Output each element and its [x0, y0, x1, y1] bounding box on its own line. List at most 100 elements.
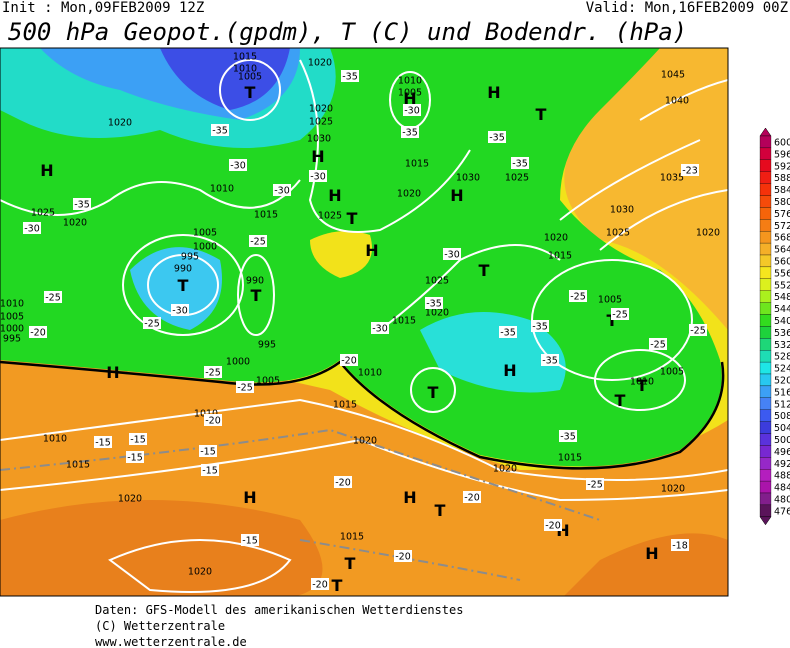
pressure-center: T — [615, 391, 626, 410]
isobar-label: 1015 — [340, 532, 364, 543]
isobar-label: 1030 — [456, 173, 480, 184]
isobar-label: 995 — [3, 334, 21, 345]
isobar-label: 990 — [174, 264, 192, 275]
label-box — [401, 126, 419, 138]
temperature-label: -25 — [612, 310, 628, 321]
colorbar-swatch — [759, 183, 772, 196]
label-box — [569, 290, 587, 302]
colorbar-swatch — [759, 290, 772, 303]
temperature-label: -20 — [395, 552, 411, 563]
colorbar-label: 484 — [774, 483, 790, 494]
pressure-center: H — [403, 89, 416, 108]
isobar-label: 995 — [181, 252, 199, 263]
isobar-label: 1005 — [256, 376, 280, 387]
isobar-label: 990 — [246, 276, 264, 287]
label-box — [273, 184, 291, 196]
isobar-label: 1010 — [233, 64, 257, 75]
temperature-label: -30 — [274, 186, 290, 197]
label-box — [394, 550, 412, 562]
colorbar-label: 564 — [774, 245, 790, 256]
colorbar-swatch — [759, 242, 772, 256]
label-box — [249, 235, 267, 247]
isobar-label: 1015 — [233, 52, 257, 63]
label-box — [544, 519, 562, 531]
isobar-label: 1020 — [118, 494, 142, 505]
temperature-label: -35 — [560, 432, 576, 443]
colorbar-label: 500 — [774, 435, 790, 446]
isobar-label: 1020 — [309, 104, 333, 115]
colorbar-label: 572 — [774, 221, 790, 232]
colorbar-swatch — [759, 409, 772, 422]
isobar-label: 1020 — [108, 118, 132, 129]
label-box — [586, 478, 604, 490]
footer-line: www.wetterzentrale.de — [95, 635, 247, 648]
colorbar-label: 528 — [774, 352, 790, 363]
colorbar-swatch — [759, 397, 772, 410]
temperature-label: -25 — [45, 293, 61, 304]
label-box — [126, 451, 144, 463]
colorbar: 6005965925885845805765725685645605565525… — [759, 127, 790, 526]
colorbar-label: 568 — [774, 233, 790, 244]
label-box — [211, 124, 229, 136]
colorbar-label: 600 — [774, 137, 790, 148]
isobar-label: 1020 — [63, 218, 87, 229]
pressure-center: T — [178, 276, 189, 295]
colorbar-swatch — [759, 433, 772, 446]
pressure-center: T — [479, 261, 490, 280]
isobar-label: 1005 — [660, 367, 684, 378]
temperature-label: -25 — [650, 340, 666, 351]
label-box — [199, 445, 217, 457]
isobar-label: 1020 — [425, 308, 449, 319]
temperature-label: -35 — [426, 299, 442, 310]
isobar-label: 1005 — [398, 88, 422, 99]
isobar-label: 1025 — [318, 211, 342, 222]
temperature-label: -30 — [172, 306, 188, 317]
temperature-label: -20 — [205, 416, 221, 427]
colorbar-label: 480 — [774, 494, 790, 505]
colorbar-swatch — [759, 492, 772, 506]
pressure-center: H — [40, 161, 53, 180]
label-box — [44, 291, 62, 303]
pressure-center: H — [106, 363, 119, 382]
colorbar-label: 536 — [774, 328, 790, 339]
pressure-center: H — [243, 488, 256, 507]
colorbar-swatch — [759, 171, 772, 184]
isobar-label: 1025 — [505, 173, 529, 184]
temperature-label: -30 — [24, 224, 40, 235]
colorbar-label: 504 — [774, 423, 790, 434]
colorbar-cap — [759, 127, 772, 137]
temperature-label: -25 — [205, 368, 221, 379]
pressure-center: T — [332, 576, 343, 595]
temperature-label: -23 — [682, 166, 698, 177]
label-box — [143, 317, 161, 329]
isobar-label: 1015 — [392, 316, 416, 327]
colorbar-label: 580 — [774, 197, 790, 208]
label-box — [29, 326, 47, 338]
temperature-label: -30 — [372, 324, 388, 335]
pressure-center: H — [645, 544, 658, 563]
pressure-center: H — [365, 241, 378, 260]
warm-core — [0, 500, 323, 596]
isobar-label: 1005 — [0, 312, 24, 323]
label-box — [671, 539, 689, 551]
isobar-label: 1025 — [425, 276, 449, 287]
temperature-label: -35 — [489, 133, 505, 144]
temperature-label: -15 — [130, 435, 146, 446]
colorbar-swatch — [759, 159, 772, 172]
colorbar-label: 492 — [774, 459, 790, 470]
pressure-center: H — [487, 83, 500, 102]
label-box — [341, 70, 359, 82]
label-box — [309, 170, 327, 182]
colorbar-label: 532 — [774, 340, 790, 351]
label-box — [403, 104, 421, 116]
temperature-label: -20 — [30, 328, 46, 339]
label-box — [241, 534, 259, 546]
contour-552 — [0, 360, 725, 470]
label-box — [689, 324, 707, 336]
isobar-label: 1020 — [308, 58, 332, 69]
temperature-label: -20 — [312, 580, 328, 591]
isobar-label: 1005 — [238, 72, 262, 83]
label-box — [73, 198, 91, 210]
